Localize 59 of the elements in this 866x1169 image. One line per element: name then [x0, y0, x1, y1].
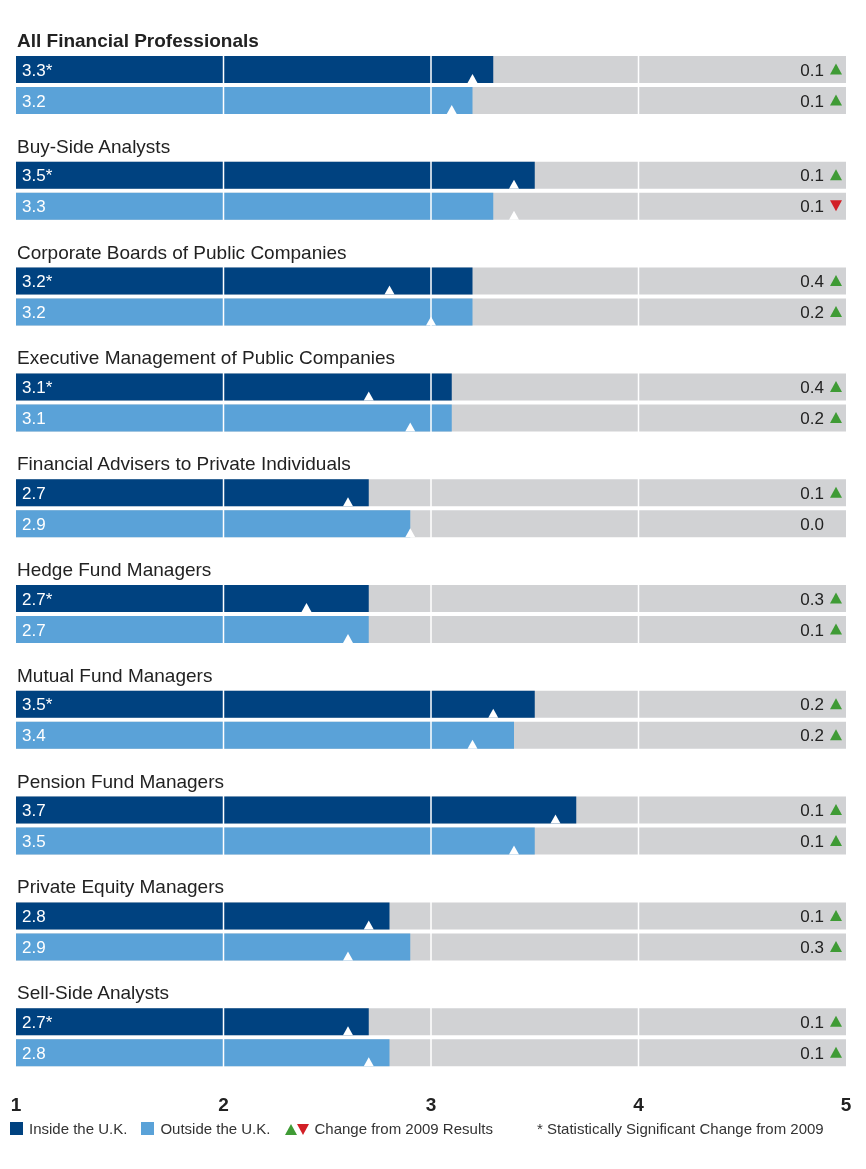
- data-label: 2.7*: [22, 589, 53, 609]
- data-label: 3.2: [22, 303, 46, 323]
- data-label: 2.8: [22, 906, 46, 926]
- data-label: 3.2*: [22, 272, 53, 292]
- data-label: 3.7: [22, 801, 46, 821]
- annotation: 0.2: [800, 726, 824, 746]
- legend-label: Inside the U.K.: [29, 1120, 128, 1137]
- y-tick-label: Mutual Fund Managers: [17, 664, 213, 686]
- annotation: 0.1: [800, 197, 824, 217]
- data-label: 3.1*: [22, 377, 53, 397]
- data-label: 2.9: [22, 937, 46, 957]
- annotation: 0.1: [800, 60, 824, 80]
- y-tick-label: Private Equity Managers: [17, 876, 224, 898]
- annotation: 0.2: [800, 303, 824, 323]
- annotation: 0.2: [800, 408, 824, 428]
- data-label: 3.4: [22, 726, 46, 746]
- annotation: 0.4: [800, 272, 824, 292]
- y-tick-label: Sell-Side Analysts: [17, 982, 170, 1004]
- y-tick-label: Buy-Side Analysts: [17, 135, 171, 157]
- data-label: 3.5*: [22, 695, 53, 715]
- data-label: 3.5*: [22, 166, 53, 186]
- annotation: 0.1: [800, 906, 824, 926]
- x-tick-label: 4: [633, 1094, 645, 1116]
- annotation: 0.4: [800, 377, 824, 397]
- annotation: 0.0: [800, 514, 824, 534]
- annotation: 0.1: [800, 620, 824, 640]
- data-label: 3.2: [22, 91, 46, 111]
- y-tick-label: Financial Advisers to Private Individuals: [17, 453, 351, 475]
- y-tick-label: Corporate Boards of Public Companies: [17, 241, 347, 263]
- annotation: 0.1: [800, 1012, 824, 1032]
- legend-label: Outside the U.K.: [160, 1120, 271, 1137]
- annotation: 0.1: [800, 1043, 824, 1063]
- data-label: 2.8: [22, 1043, 46, 1063]
- annotation: 0.1: [800, 91, 824, 111]
- annotation: 0.3: [800, 589, 824, 609]
- data-label: 3.5: [22, 832, 46, 852]
- data-label: 2.7: [22, 483, 46, 503]
- annotation: 0.1: [800, 832, 824, 852]
- x-tick-label: 5: [840, 1094, 852, 1116]
- x-tick-label: 2: [218, 1094, 229, 1116]
- text: * Statistically Significant Change from 2009: [536, 1120, 824, 1137]
- annotation: 0.1: [800, 801, 824, 821]
- data-label: 3.1: [22, 408, 46, 428]
- annotation: 0.2: [800, 695, 824, 715]
- data-label: 2.9: [22, 514, 46, 534]
- data-label: 2.7: [22, 620, 46, 640]
- data-label: 3.3*: [22, 60, 53, 80]
- annotation: 0.1: [800, 483, 824, 503]
- y-tick-label: All Financial Professionals: [17, 30, 259, 51]
- y-tick-label: Hedge Fund Managers: [17, 559, 212, 580]
- annotation: 0.1: [800, 166, 824, 186]
- data-label: 2.7*: [22, 1012, 53, 1032]
- text: Change from 2009 Results: [314, 1120, 493, 1137]
- x-tick-label: 1: [10, 1094, 22, 1116]
- x-tick-label: 3: [425, 1094, 437, 1116]
- annotation: 0.3: [800, 937, 824, 957]
- y-tick-label: Pension Fund Managers: [17, 770, 225, 792]
- data-label: 3.3: [22, 197, 46, 217]
- y-tick-label: Executive Management of Public Companies: [17, 347, 396, 369]
